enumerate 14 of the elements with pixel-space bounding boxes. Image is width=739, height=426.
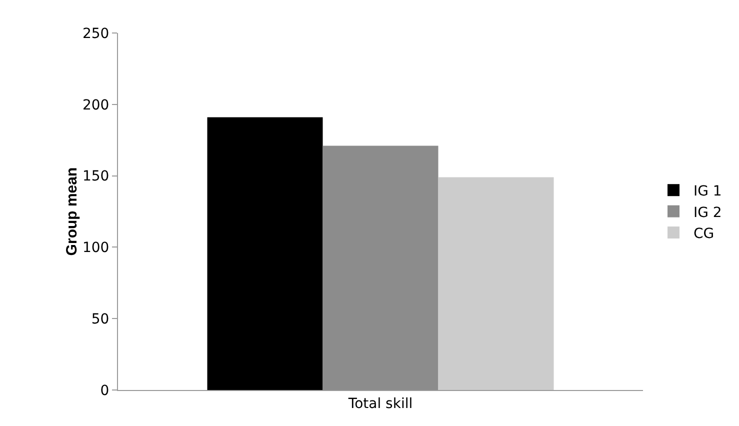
- y-tick-label: 0: [100, 382, 110, 399]
- legend-label: CG: [694, 226, 714, 242]
- y-tick-label: 150: [82, 168, 110, 185]
- y-axis-title: Group mean: [63, 167, 80, 256]
- y-tick-label: 50: [91, 312, 110, 328]
- y-tick-label: 200: [82, 97, 110, 114]
- legend-label: IG 2: [694, 204, 722, 221]
- y-tick-label: 250: [82, 26, 110, 42]
- bar: [438, 177, 554, 390]
- bar: [207, 117, 323, 390]
- legend-label: IG 1: [694, 184, 722, 200]
- x-tick-label: Total skill: [347, 396, 413, 412]
- y-tick-label: 100: [82, 240, 110, 256]
- bar: [322, 146, 438, 390]
